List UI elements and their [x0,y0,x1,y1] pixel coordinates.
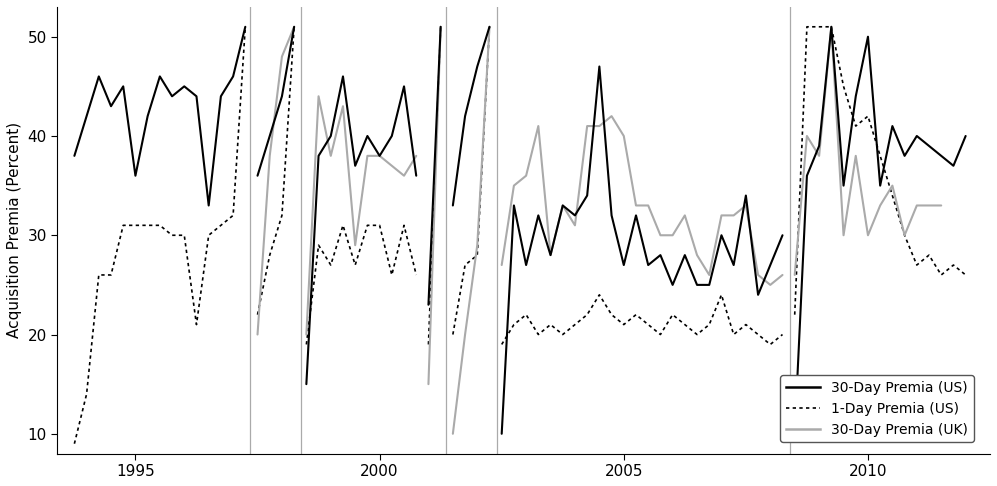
Y-axis label: Acquisition Premia (Percent): Acquisition Premia (Percent) [7,122,22,338]
Legend: 30-Day Premia (US), 1-Day Premia (US), 30-Day Premia (UK): 30-Day Premia (US), 1-Day Premia (US), 3… [780,375,974,442]
